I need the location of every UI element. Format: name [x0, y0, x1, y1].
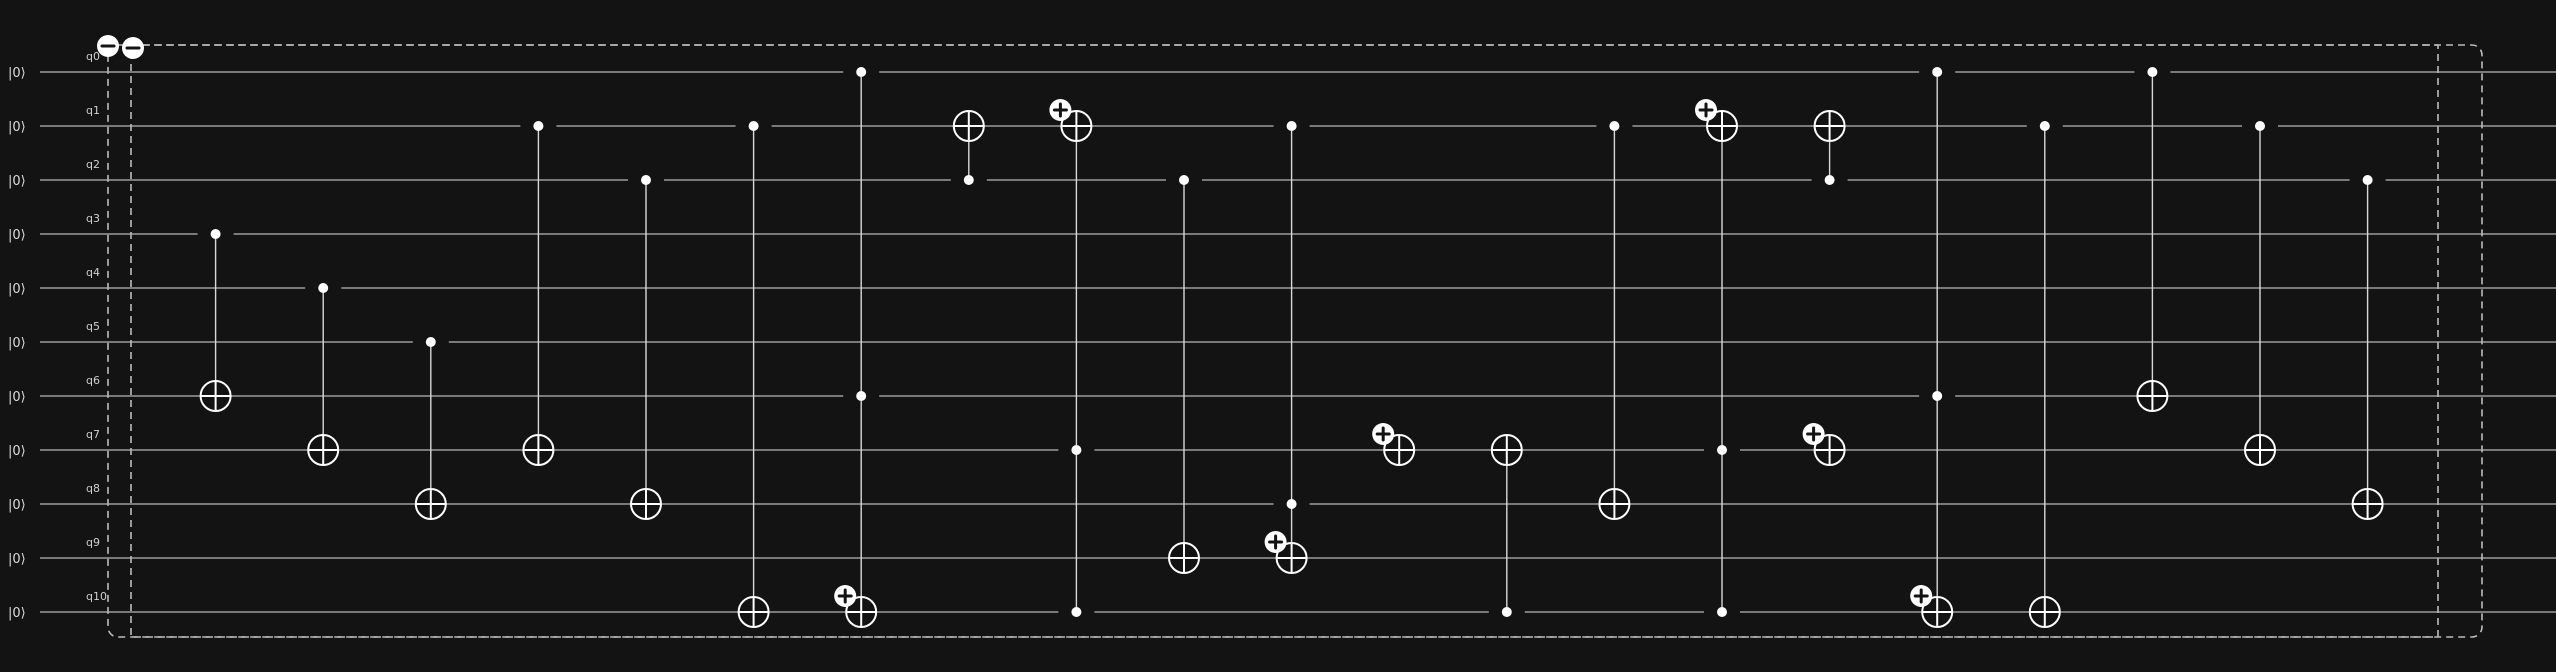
gate-cnot[interactable] — [1488, 434, 1525, 617]
gate-cnot[interactable] — [1273, 121, 1310, 574]
gate-cnot[interactable] — [1704, 110, 1740, 617]
add-control-badge[interactable] — [834, 585, 857, 607]
gate-x[interactable] — [1813, 434, 1846, 466]
gate-cnot[interactable] — [843, 67, 880, 628]
qubit-label-q0: q0 — [86, 50, 100, 63]
qubit-label-q9: q9 — [86, 536, 100, 549]
gate-cnot[interactable] — [1596, 121, 1633, 520]
control-dot[interactable] — [210, 229, 221, 239]
control-dot[interactable] — [1824, 175, 1835, 185]
gate-cnot[interactable] — [1919, 67, 1956, 628]
control-dot[interactable] — [1932, 67, 1943, 77]
qubit-label-q6: q6 — [86, 374, 100, 387]
add-control-badge[interactable] — [1802, 423, 1825, 445]
init-state-label: |0⟩ — [8, 66, 26, 81]
add-control-badge[interactable] — [1049, 99, 1072, 121]
init-state-label: |0⟩ — [8, 390, 26, 405]
control-dot[interactable] — [856, 67, 867, 77]
control-dot[interactable] — [318, 283, 329, 293]
control-dot[interactable] — [856, 391, 867, 401]
add-control-badge[interactable] — [1695, 99, 1717, 121]
gate-cnot[interactable] — [1058, 110, 1095, 617]
qubit-label-q3: q3 — [86, 212, 100, 225]
gate-cnot[interactable] — [197, 229, 234, 412]
init-state-label: |0⟩ — [8, 498, 26, 513]
qubit-label-q8: q8 — [86, 482, 100, 495]
qubit-label-q10: q10 — [86, 590, 107, 603]
gates — [197, 67, 2386, 628]
gate-cnot[interactable] — [305, 283, 342, 466]
selection-box — [107, 44, 2483, 638]
control-dot[interactable] — [2147, 67, 2158, 77]
toolbar-buttons[interactable] — [97, 35, 144, 59]
control-dot[interactable] — [963, 175, 974, 185]
gate-cnot[interactable] — [2134, 67, 2171, 412]
control-dot[interactable] — [1501, 607, 1512, 617]
control-dot[interactable] — [1932, 391, 1943, 401]
control-dot[interactable] — [1717, 607, 1727, 617]
control-dot[interactable] — [1071, 445, 1082, 455]
control-dot[interactable] — [748, 121, 759, 131]
control-dot[interactable] — [425, 337, 436, 347]
qubit-label-q7: q7 — [86, 428, 100, 441]
init-state-label: |0⟩ — [8, 120, 26, 135]
control-dot[interactable] — [1609, 121, 1620, 131]
qubit-label-q1: q1 — [86, 104, 100, 117]
control-dot[interactable] — [1286, 499, 1297, 509]
gate-cnot[interactable] — [412, 337, 449, 520]
gate-cnot[interactable] — [735, 121, 772, 628]
collapse-button[interactable] — [122, 37, 144, 59]
control-dot[interactable] — [1717, 445, 1727, 455]
qubit-label-q4: q4 — [86, 266, 100, 279]
control-dot[interactable] — [2362, 175, 2373, 185]
gate-cnot[interactable] — [628, 175, 664, 520]
control-dot[interactable] — [641, 175, 651, 185]
gate-cnot[interactable] — [520, 121, 557, 466]
init-state-label: |0⟩ — [8, 552, 26, 567]
qubit-label-q5: q5 — [86, 320, 100, 333]
control-dot[interactable] — [1286, 121, 1297, 131]
init-state-label: |0⟩ — [8, 282, 26, 297]
add-control-badge[interactable] — [1264, 531, 1287, 553]
qubit-labels: |0⟩ q0 |0⟩ q1 |0⟩ q2 |0⟩ q3 |0⟩ q4 |0⟩ q5 |0⟩ q6 |0⟩ q7… — [8, 50, 107, 621]
qubit-label-q2: q2 — [86, 158, 100, 171]
control-dot[interactable] — [2039, 121, 2050, 131]
gate-cnot[interactable] — [2242, 121, 2278, 466]
gate-cnot[interactable] — [1811, 110, 1848, 185]
init-state-label: |0⟩ — [8, 228, 26, 243]
selection-inner-outline — [130, 44, 2439, 638]
add-control-badge[interactable] — [1910, 585, 1933, 607]
init-state-label: |0⟩ — [8, 606, 26, 621]
gate-cnot[interactable] — [2026, 121, 2063, 628]
add-control-badge[interactable] — [1372, 423, 1395, 445]
gate-x[interactable] — [1383, 434, 1416, 466]
control-dot[interactable] — [2255, 121, 2265, 131]
init-state-label: |0⟩ — [8, 444, 26, 459]
gate-cnot[interactable] — [950, 110, 987, 185]
init-state-label: |0⟩ — [8, 174, 26, 189]
control-dot[interactable] — [533, 121, 544, 131]
control-dot[interactable] — [1179, 175, 1189, 185]
control-dot[interactable] — [1071, 607, 1082, 617]
gate-cnot[interactable] — [2349, 175, 2386, 520]
gate-cnot[interactable] — [1166, 175, 1202, 574]
collapse-button[interactable] — [97, 35, 119, 57]
init-state-label: |0⟩ — [8, 336, 26, 351]
